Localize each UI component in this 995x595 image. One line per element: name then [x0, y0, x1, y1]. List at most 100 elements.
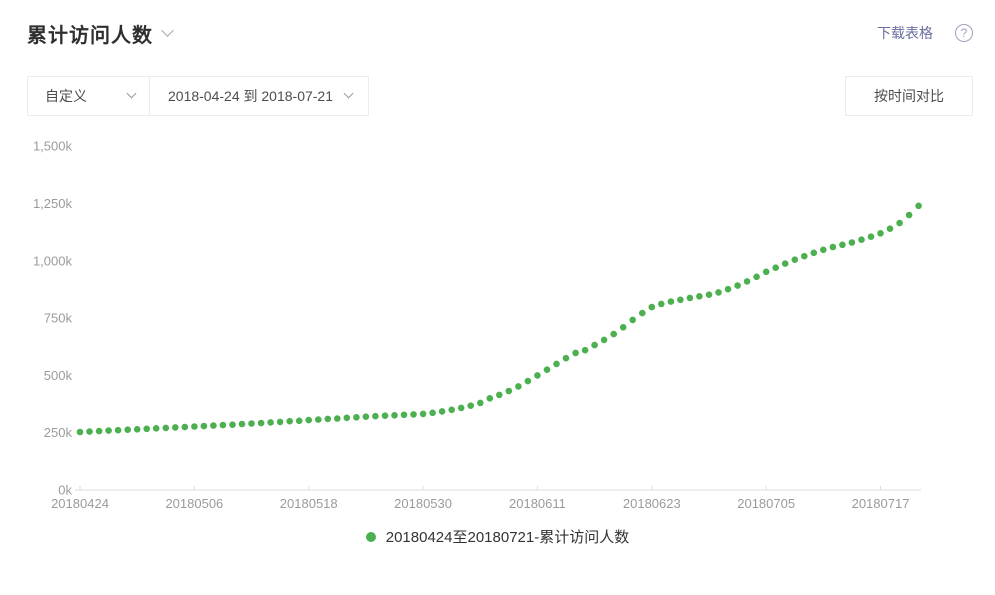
page-title: 累计访问人数 — [27, 24, 153, 47]
compare-by-time-button[interactable]: 按时间对比 — [845, 76, 973, 116]
data-point — [391, 412, 398, 419]
data-point — [743, 278, 751, 285]
data-point — [76, 428, 84, 436]
data-point — [238, 420, 246, 428]
data-point — [629, 316, 636, 324]
data-point — [286, 417, 294, 425]
data-point — [896, 219, 903, 227]
data-point — [95, 427, 103, 435]
date-range-value: 2018-04-24 到 2018-07-21 — [168, 88, 334, 104]
date-filter-group: 自定义 2018-04-24 到 2018-07-21 — [27, 76, 370, 116]
data-point — [696, 293, 703, 300]
data-point — [191, 423, 198, 430]
data-point — [581, 346, 589, 354]
data-point — [114, 426, 122, 434]
data-point — [477, 399, 484, 407]
y-axis-label: 1,500k — [33, 139, 73, 154]
y-axis-label: 1,250k — [33, 196, 73, 211]
data-point — [267, 419, 274, 426]
help-icon[interactable]: ? — [955, 24, 973, 42]
data-point — [124, 426, 131, 434]
download-table-link[interactable]: 下载表格 — [877, 25, 933, 41]
x-axis-label: 20180518 — [280, 496, 338, 511]
data-point — [143, 425, 150, 433]
chart-area: 0k 250k 500k 750k 1,000k 1,250k 1,500k 20180424… — [0, 120, 995, 547]
data-point — [200, 422, 208, 430]
data-point — [762, 268, 770, 276]
data-point — [343, 414, 351, 422]
data-point — [600, 336, 608, 344]
data-point — [810, 249, 818, 257]
data-point — [591, 341, 598, 349]
data-point — [524, 377, 532, 385]
data-point — [686, 294, 694, 302]
x-axis-label: 20180717 — [852, 496, 910, 511]
data-point — [886, 225, 894, 232]
data-point — [820, 246, 827, 254]
data-point — [619, 324, 627, 331]
data-point — [324, 415, 332, 423]
data-point — [229, 421, 236, 429]
cumulative-visitors-chart[interactable]: 0k 250k 500k 750k 1,000k 1,250k 1,500k 20180424… — [0, 120, 995, 520]
x-axis-label: 20180611 — [509, 496, 566, 511]
y-axis-label: 1,000k — [33, 253, 73, 268]
y-axis-label: 0k — [58, 483, 72, 498]
x-axis-label: 20180506 — [165, 496, 223, 511]
data-point — [877, 230, 884, 237]
data-point — [467, 402, 475, 410]
chevron-down-icon — [161, 24, 174, 37]
data-point — [353, 414, 360, 421]
range-type-value: 自定义 — [45, 88, 87, 104]
data-point — [572, 349, 579, 357]
chevron-down-icon — [343, 88, 354, 99]
data-point — [639, 309, 646, 317]
data-point — [334, 415, 341, 422]
chevron-down-icon — [126, 88, 137, 99]
data-point — [410, 411, 417, 418]
data-point — [448, 406, 456, 414]
filter-bar: 自定义 2018-04-24 到 2018-07-21 按时间对比 — [27, 76, 973, 116]
data-point — [858, 236, 865, 243]
data-point — [505, 387, 513, 395]
metric-title-dropdown[interactable]: 累计访问人数 — [27, 19, 174, 48]
data-point — [515, 383, 522, 390]
data-point — [781, 260, 789, 267]
data-point — [610, 330, 617, 338]
data-point — [677, 296, 684, 304]
data-point — [734, 282, 741, 289]
y-axis-label: 750k — [44, 311, 73, 326]
data-point — [295, 417, 303, 425]
data-point — [381, 412, 389, 420]
data-point — [801, 252, 808, 260]
data-point — [543, 366, 551, 373]
data-point — [915, 202, 922, 210]
data-point — [829, 243, 837, 251]
x-axis-label: 20180705 — [737, 496, 795, 511]
x-axis-label: 20180424 — [51, 496, 109, 511]
date-range-picker[interactable]: 2018-04-24 到 2018-07-21 — [150, 77, 368, 115]
data-point — [162, 424, 170, 432]
chart-legend[interactable]: 20180424至20180721-累计访问人数 — [0, 526, 995, 547]
data-point — [496, 391, 503, 399]
data-point — [648, 303, 656, 311]
x-axis-label: 20180623 — [623, 496, 681, 511]
data-point — [553, 360, 560, 368]
data-point — [86, 428, 93, 435]
data-point — [438, 408, 446, 415]
data-point — [305, 416, 313, 424]
data-point — [867, 233, 875, 240]
data-dots — [76, 202, 922, 436]
data-point — [248, 420, 255, 427]
data-point — [658, 300, 665, 308]
data-point — [152, 425, 160, 432]
range-type-select[interactable]: 自定义 — [28, 77, 150, 115]
data-point — [715, 289, 722, 296]
data-point — [210, 422, 217, 429]
data-point — [181, 423, 189, 431]
data-point — [372, 412, 379, 420]
data-point — [791, 256, 799, 263]
header: 累计访问人数 下载表格 ? — [0, 0, 995, 50]
data-point — [315, 416, 322, 423]
data-point — [667, 298, 675, 305]
y-axis-label: 250k — [44, 425, 73, 440]
